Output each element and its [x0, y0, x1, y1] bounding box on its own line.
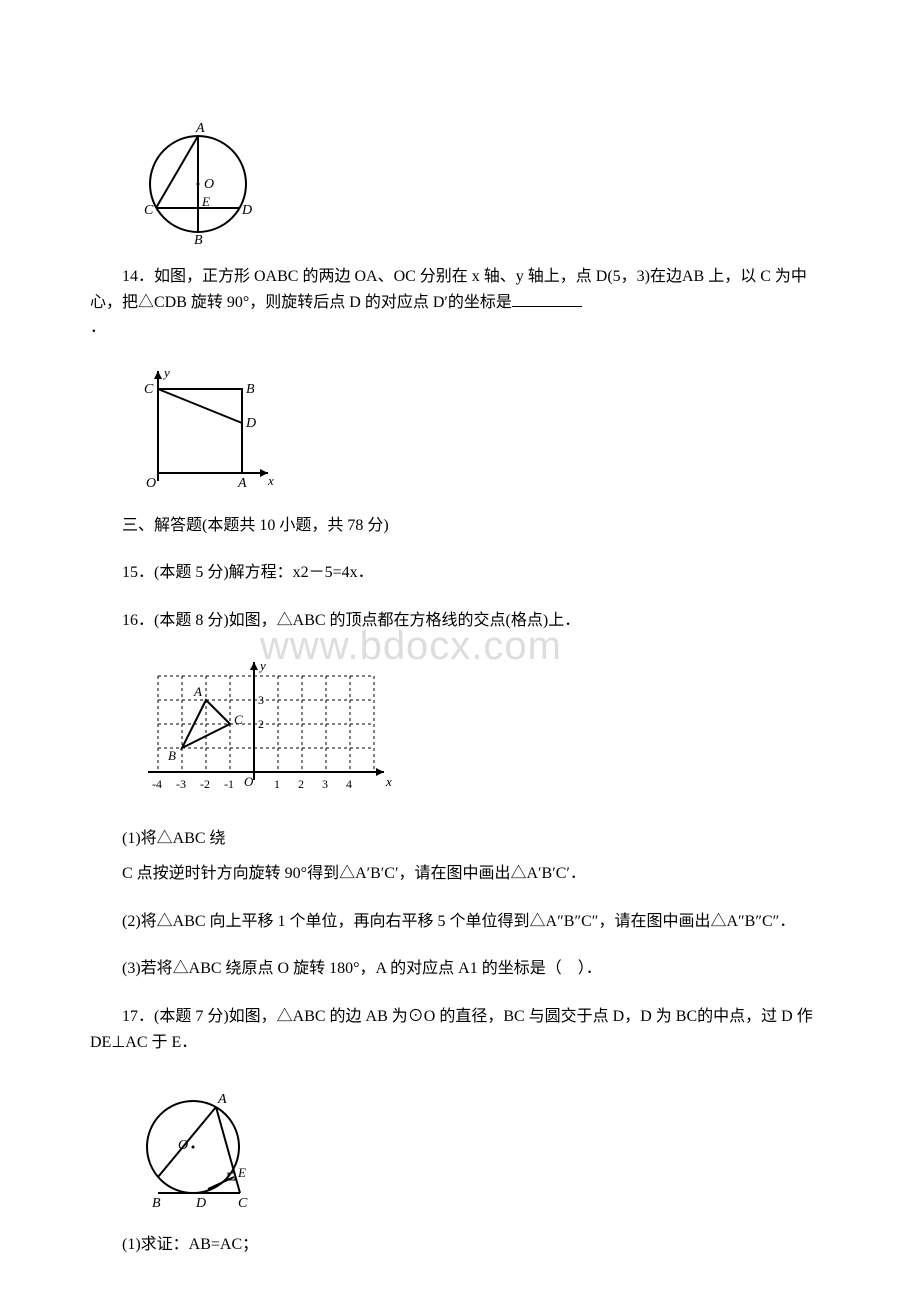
label-a: A [237, 476, 247, 491]
label-d: D [195, 1196, 206, 1211]
label-d: D [245, 416, 256, 431]
q15: 15．(本题 5 分)解方程：x2－5=4x． [90, 560, 830, 586]
label-a: A [217, 1092, 227, 1107]
q17-figure: A O E B D C [138, 1077, 830, 1212]
q14-text-b: ． [90, 319, 106, 336]
ytick: 3 [258, 693, 264, 707]
xtick: -3 [176, 777, 186, 791]
xtick: -1 [224, 777, 234, 791]
label-b: B [194, 233, 203, 244]
label-c: C [144, 203, 154, 218]
xtick: -2 [200, 777, 210, 791]
label-x: x [385, 774, 392, 789]
xtick: 2 [298, 777, 304, 791]
ytick: 2 [258, 717, 264, 731]
xtick: 4 [346, 777, 352, 791]
label-o: O [204, 177, 214, 192]
label-y: y [162, 365, 170, 380]
xtick: -4 [152, 777, 162, 791]
label-o: O [244, 774, 254, 789]
q16-stem: 16．(本题 8 分)如图，△ABC 的顶点都在方格线的交点(格点)上． [90, 608, 830, 634]
label-c: C [144, 382, 154, 397]
label-x: x [267, 473, 274, 488]
xtick: 1 [274, 777, 280, 791]
q14-figure: y C B D O A x [138, 363, 830, 493]
label-o: O [146, 476, 156, 491]
label-a: A [193, 684, 202, 699]
q16-p1b: C 点按逆时针方向旋转 90°得到△A′B′C′，请在图中画出△A′B′C′． [90, 861, 830, 887]
q16-p1a: (1)将△ABC 绕 [90, 826, 830, 852]
q16-p2: (2)将△ABC 向上平移 1 个单位，再向右平移 5 个单位得到△A″B″C″… [90, 909, 830, 935]
label-c: C [234, 712, 243, 727]
label-e: E [201, 194, 210, 209]
q17-p1: (1)求证：AB=AC； [90, 1232, 830, 1258]
q16-p3: (3)若将△ABC 绕原点 O 旋转 180°，A 的对应点 A1 的坐标是（ … [90, 956, 830, 982]
label-y: y [258, 658, 266, 673]
label-e: E [237, 1165, 246, 1180]
label-b: B [168, 748, 176, 763]
label-b: B [246, 382, 255, 397]
q14-text: 14．如图，正方形 OABC 的两边 OA、OC 分别在 x 轴、y 轴上，点 … [90, 264, 830, 341]
label-c: C [238, 1196, 248, 1211]
q14-text-a: 14．如图，正方形 OABC 的两边 OA、OC 分别在 x 轴、y 轴上，点 … [90, 268, 807, 311]
label-o: O [178, 1138, 188, 1153]
section-3-heading: 三、解答题(本题共 10 小题，共 78 分) [90, 513, 830, 539]
label-d: D [241, 203, 252, 218]
q17-stem: 17．(本题 7 分)如图，△ABC 的边 AB 为⊙O 的直径，BC 与圆交于… [90, 1004, 830, 1055]
label-a: A [195, 121, 205, 136]
q16-figure: A C B y O x -4 -3 -2 -1 1 2 3 4 3 2 [138, 656, 830, 806]
q13-figure: A O E C D B [138, 114, 830, 244]
label-b: B [152, 1196, 161, 1211]
answer-blank[interactable] [512, 291, 582, 307]
xtick: 3 [322, 777, 328, 791]
